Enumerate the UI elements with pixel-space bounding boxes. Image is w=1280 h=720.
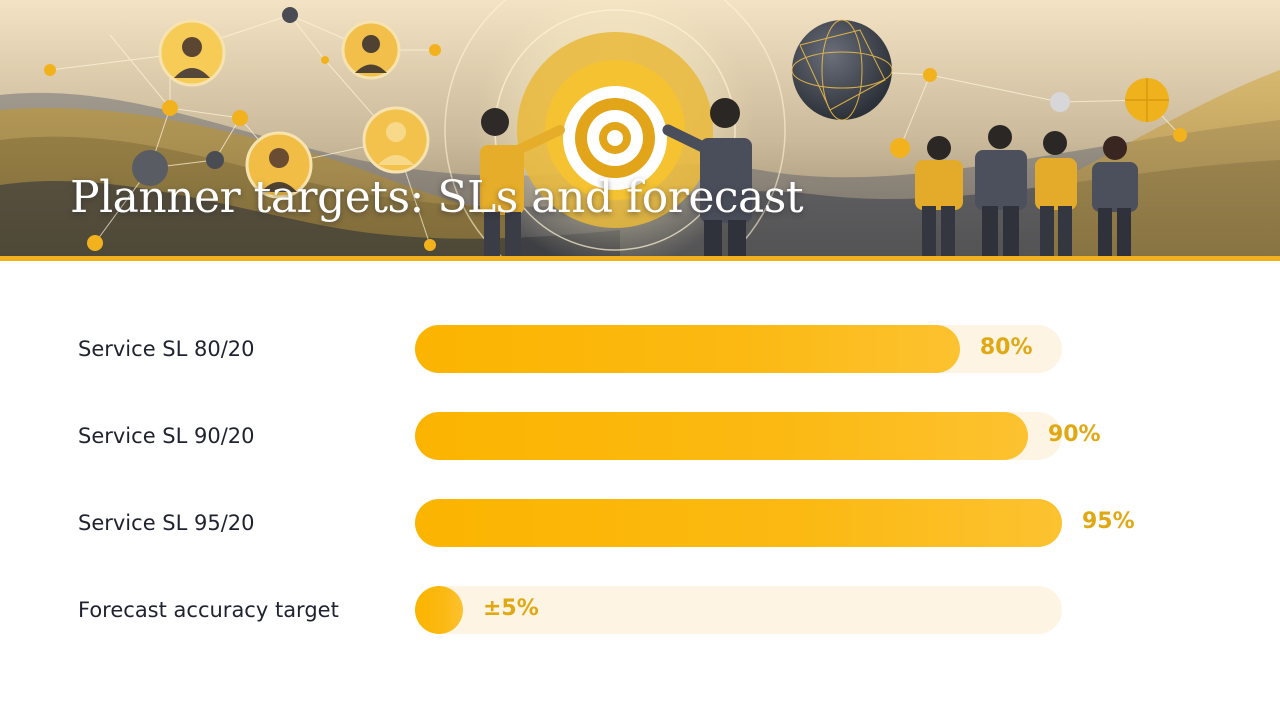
data-label: 80% — [979, 335, 1033, 360]
bar-row: Service SL 90/20 90% — [0, 412, 1280, 460]
category-label: Service SL 80/20 — [78, 337, 255, 361]
bar-row: Forecast accuracy target ±5% — [0, 586, 1280, 634]
bar — [415, 412, 1028, 460]
data-label: ±5% — [483, 596, 539, 621]
bar-track — [415, 499, 1062, 547]
category-label: Service SL 95/20 — [78, 511, 255, 535]
category-label: Service SL 90/20 — [78, 424, 255, 448]
bar-chart: Service SL 80/20 80% Service SL 90/20 90% Se… — [0, 300, 1280, 680]
data-label: 90% — [1047, 422, 1101, 447]
data-label: 95% — [1082, 509, 1135, 534]
bar — [415, 325, 960, 373]
page-title: Planner targets: SLs and forecast — [70, 172, 804, 223]
bar — [415, 499, 1062, 547]
bar-track — [415, 586, 1062, 634]
bar-track — [415, 325, 1062, 373]
bar-track — [415, 412, 1062, 460]
bar — [415, 586, 463, 634]
banner-illustration — [0, 0, 1280, 256]
bar-row: Service SL 95/20 95% — [0, 499, 1280, 547]
category-label: Forecast accuracy target — [78, 598, 339, 622]
header-banner: Planner targets: SLs and forecast — [0, 0, 1280, 256]
accent-divider — [0, 256, 1280, 261]
bar-row: Service SL 80/20 80% — [0, 325, 1280, 373]
